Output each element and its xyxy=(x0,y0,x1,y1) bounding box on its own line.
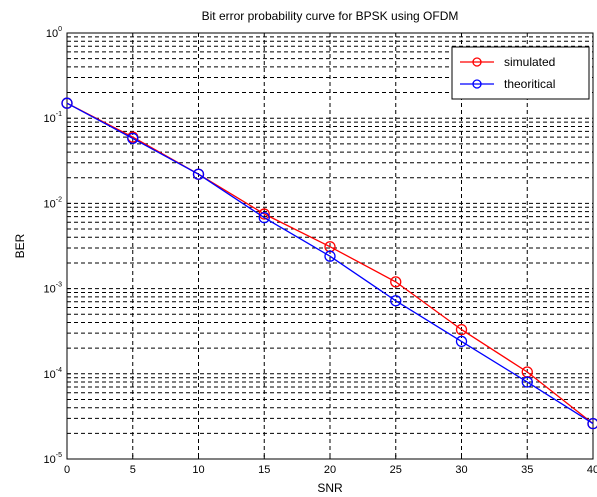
legend-label-0: simulated xyxy=(504,55,555,69)
x-tick-label: 0 xyxy=(64,464,70,476)
x-tick-label: 30 xyxy=(455,464,467,476)
chart-title: Bit error probability curve for BPSK usi… xyxy=(202,9,459,23)
grid-lines xyxy=(66,33,594,460)
x-tick-label: 35 xyxy=(521,464,533,476)
x-tick-label: 20 xyxy=(324,464,336,476)
series-layer xyxy=(61,97,597,430)
x-tick-label: 10 xyxy=(192,464,204,476)
y-tick-label: 10-4 xyxy=(44,367,63,381)
x-tick-label: 5 xyxy=(130,464,136,476)
y-axis-label: BER xyxy=(13,233,27,258)
series-line-0 xyxy=(66,102,594,425)
y-tick-label: 100 xyxy=(46,26,62,40)
y-tick-label: 10-2 xyxy=(44,196,63,210)
legend-label-1: theoritical xyxy=(504,77,555,91)
legend-box xyxy=(451,46,590,100)
series-1-marker xyxy=(390,295,402,307)
y-tick-label: 10-1 xyxy=(44,111,63,125)
series-1-marker xyxy=(587,417,597,430)
series-1-marker xyxy=(61,97,73,109)
series-line-1 xyxy=(66,102,594,425)
legend-marker-1 xyxy=(472,79,482,89)
x-tick-label: 15 xyxy=(258,464,270,476)
x-tick-label: 25 xyxy=(390,464,402,476)
series-1-marker xyxy=(192,168,205,180)
series-1-marker xyxy=(455,335,468,348)
series-1-marker xyxy=(521,376,533,388)
x-axis-ticks: 0 5 10 15 20 25 30 35 40 xyxy=(64,455,597,476)
series-1-marker xyxy=(127,132,139,145)
x-tick-label: 40 xyxy=(587,464,597,476)
series-0-marker xyxy=(390,276,402,288)
x-axis-label: SNR xyxy=(317,481,343,495)
series-1-marker xyxy=(258,212,270,224)
legend-marker-0 xyxy=(472,57,482,67)
legend: simulated theoritical xyxy=(451,46,590,100)
series-0-marker xyxy=(455,323,468,336)
series-1-marker xyxy=(324,250,336,262)
y-tick-label: 10-5 xyxy=(44,452,63,466)
y-tick-label: 10-3 xyxy=(44,282,63,296)
